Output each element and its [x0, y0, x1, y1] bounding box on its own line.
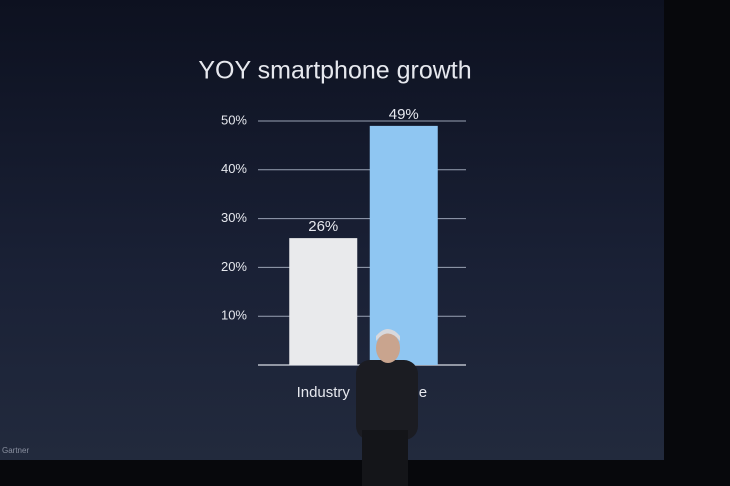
- y-tick-label: 40%: [221, 161, 247, 176]
- presenter-legs: [362, 430, 408, 486]
- value-label: 26%: [308, 218, 338, 235]
- presenter-body: [356, 360, 418, 440]
- y-tick-label: 10%: [221, 308, 247, 323]
- presenter-head: [376, 333, 400, 363]
- slide: [0, 0, 664, 460]
- x-tick-label: Industry: [297, 384, 351, 401]
- presenter-hair: [376, 329, 400, 341]
- presenter: [356, 329, 418, 486]
- y-tick-label: 50%: [221, 112, 247, 127]
- y-tick-label: 20%: [221, 259, 247, 274]
- chart-title: YOY smartphone growth: [198, 57, 471, 85]
- value-label: 49%: [389, 106, 419, 123]
- y-tick-label: 30%: [221, 210, 247, 225]
- bar: [289, 238, 358, 365]
- source: Gartner: [2, 446, 29, 455]
- bar: [369, 125, 438, 365]
